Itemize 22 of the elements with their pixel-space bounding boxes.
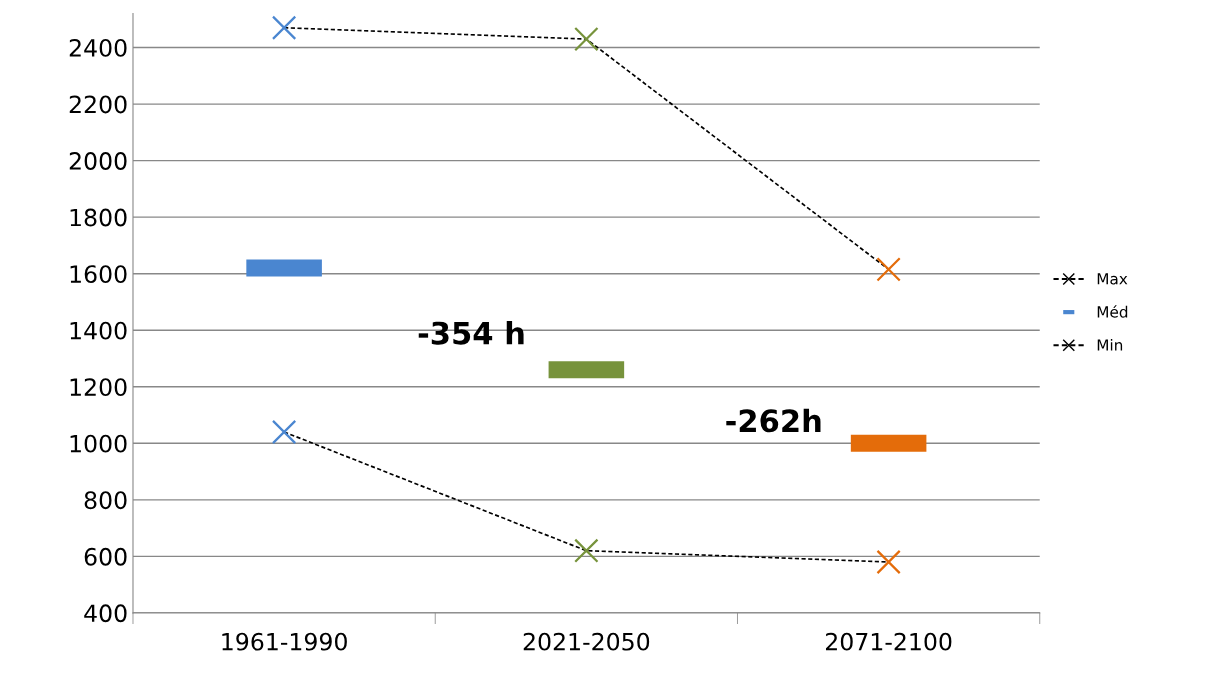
bar [548,361,625,379]
legend-label: Min [1097,338,1123,351]
y-tick-label: 2400 [69,38,127,57]
bar [246,259,322,277]
y-tick-label: 2000 [69,152,127,170]
y-tick-label: 1800 [70,208,127,227]
y-tick-label: 1400 [70,321,127,340]
y-tick-label: 600 [84,547,127,566]
legend-label: Max [1097,273,1128,285]
annotation: -262h [726,408,821,433]
annotation: -354 h [418,321,524,345]
x-tick-label: 2021-2050 [523,632,650,651]
y-tick-label: 400 [84,604,127,623]
y-tick-label: 1600 [70,265,127,283]
x-tick-label: 2071-2100 [826,632,952,651]
y-tick-label: 800 [84,491,127,510]
x-tick-label: 1961-1990 [222,632,347,651]
bar [850,434,927,452]
y-tick-label: 1200 [70,378,127,397]
legend-label: Méd [1097,305,1128,318]
y-tick-label: 1000 [70,434,127,453]
y-tick-label: 2200 [69,95,127,114]
